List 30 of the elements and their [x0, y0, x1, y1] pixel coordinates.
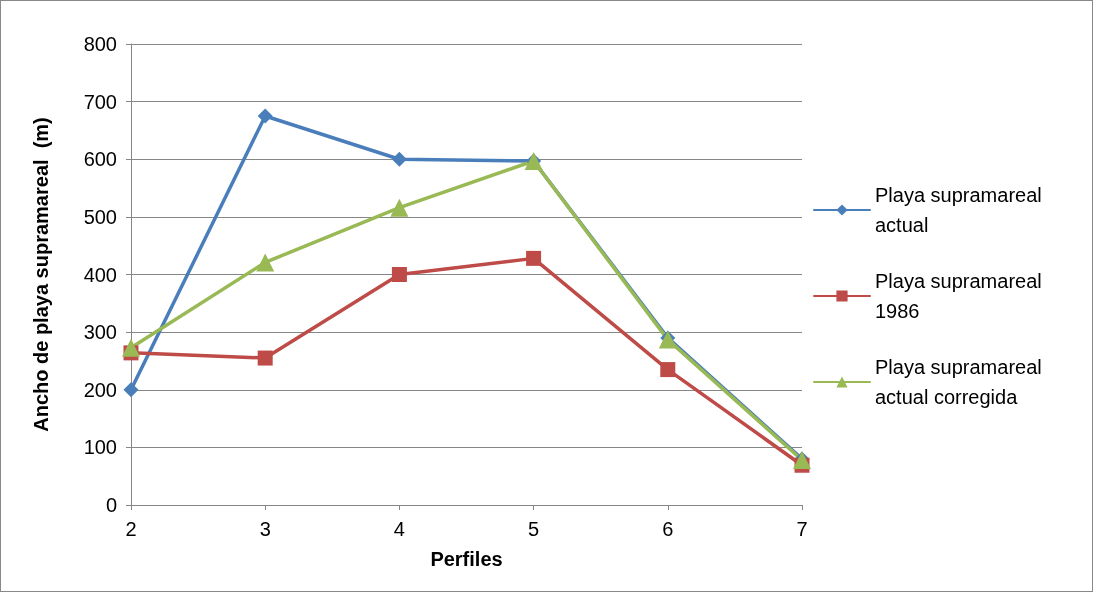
x-axis-title: Perfiles [430, 548, 503, 570]
point [257, 108, 273, 124]
y-tick-label: 800 [83, 33, 117, 55]
y-tick-label: 600 [83, 148, 117, 171]
x-tick-label: 3 [259, 518, 271, 540]
legend-label: Playa supramareal actual [875, 184, 1048, 236]
y-tick-label: 300 [83, 321, 117, 344]
y-axis-title: Ancho de playa supramareal (m) [30, 117, 52, 432]
y-tick-label: 100 [83, 436, 117, 459]
point [123, 382, 139, 398]
x-tick-label: 4 [393, 518, 405, 540]
x-tick-label: 5 [528, 518, 540, 540]
point [122, 338, 140, 357]
y-tick-label: 500 [83, 205, 117, 228]
x-tick-label: 7 [796, 518, 808, 540]
legend-label: Playa supramareal 1986 [875, 270, 1048, 322]
point [391, 267, 407, 282]
point [390, 198, 409, 217]
point [257, 350, 273, 366]
point [256, 253, 275, 272]
x-tick-label: 6 [662, 518, 674, 540]
legend-label: Playa supramareal actual corregida [875, 356, 1048, 408]
y-tick-label: 0 [105, 494, 117, 516]
y-tick-label: 700 [83, 90, 117, 113]
y-tick-label: 200 [83, 378, 117, 401]
x-tick-label: 2 [125, 518, 137, 540]
point [660, 362, 676, 378]
point [391, 151, 407, 167]
point [526, 250, 542, 266]
y-tick-label: 400 [83, 263, 117, 286]
